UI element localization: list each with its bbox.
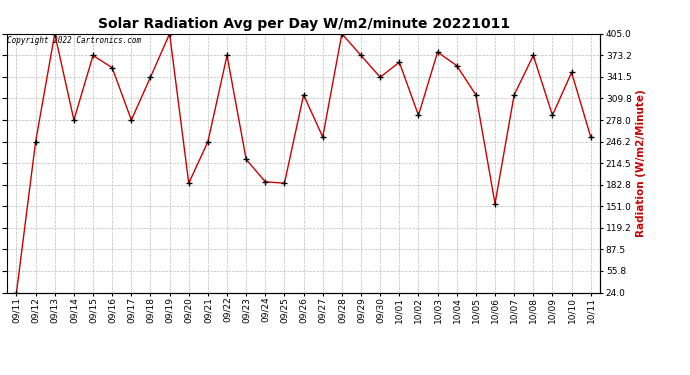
Title: Solar Radiation Avg per Day W/m2/minute 20221011: Solar Radiation Avg per Day W/m2/minute … [97, 17, 510, 31]
Y-axis label: Radiation (W/m2/Minute): Radiation (W/m2/Minute) [636, 89, 646, 237]
Text: Copyright 2022 Cartronics.com: Copyright 2022 Cartronics.com [8, 36, 141, 45]
